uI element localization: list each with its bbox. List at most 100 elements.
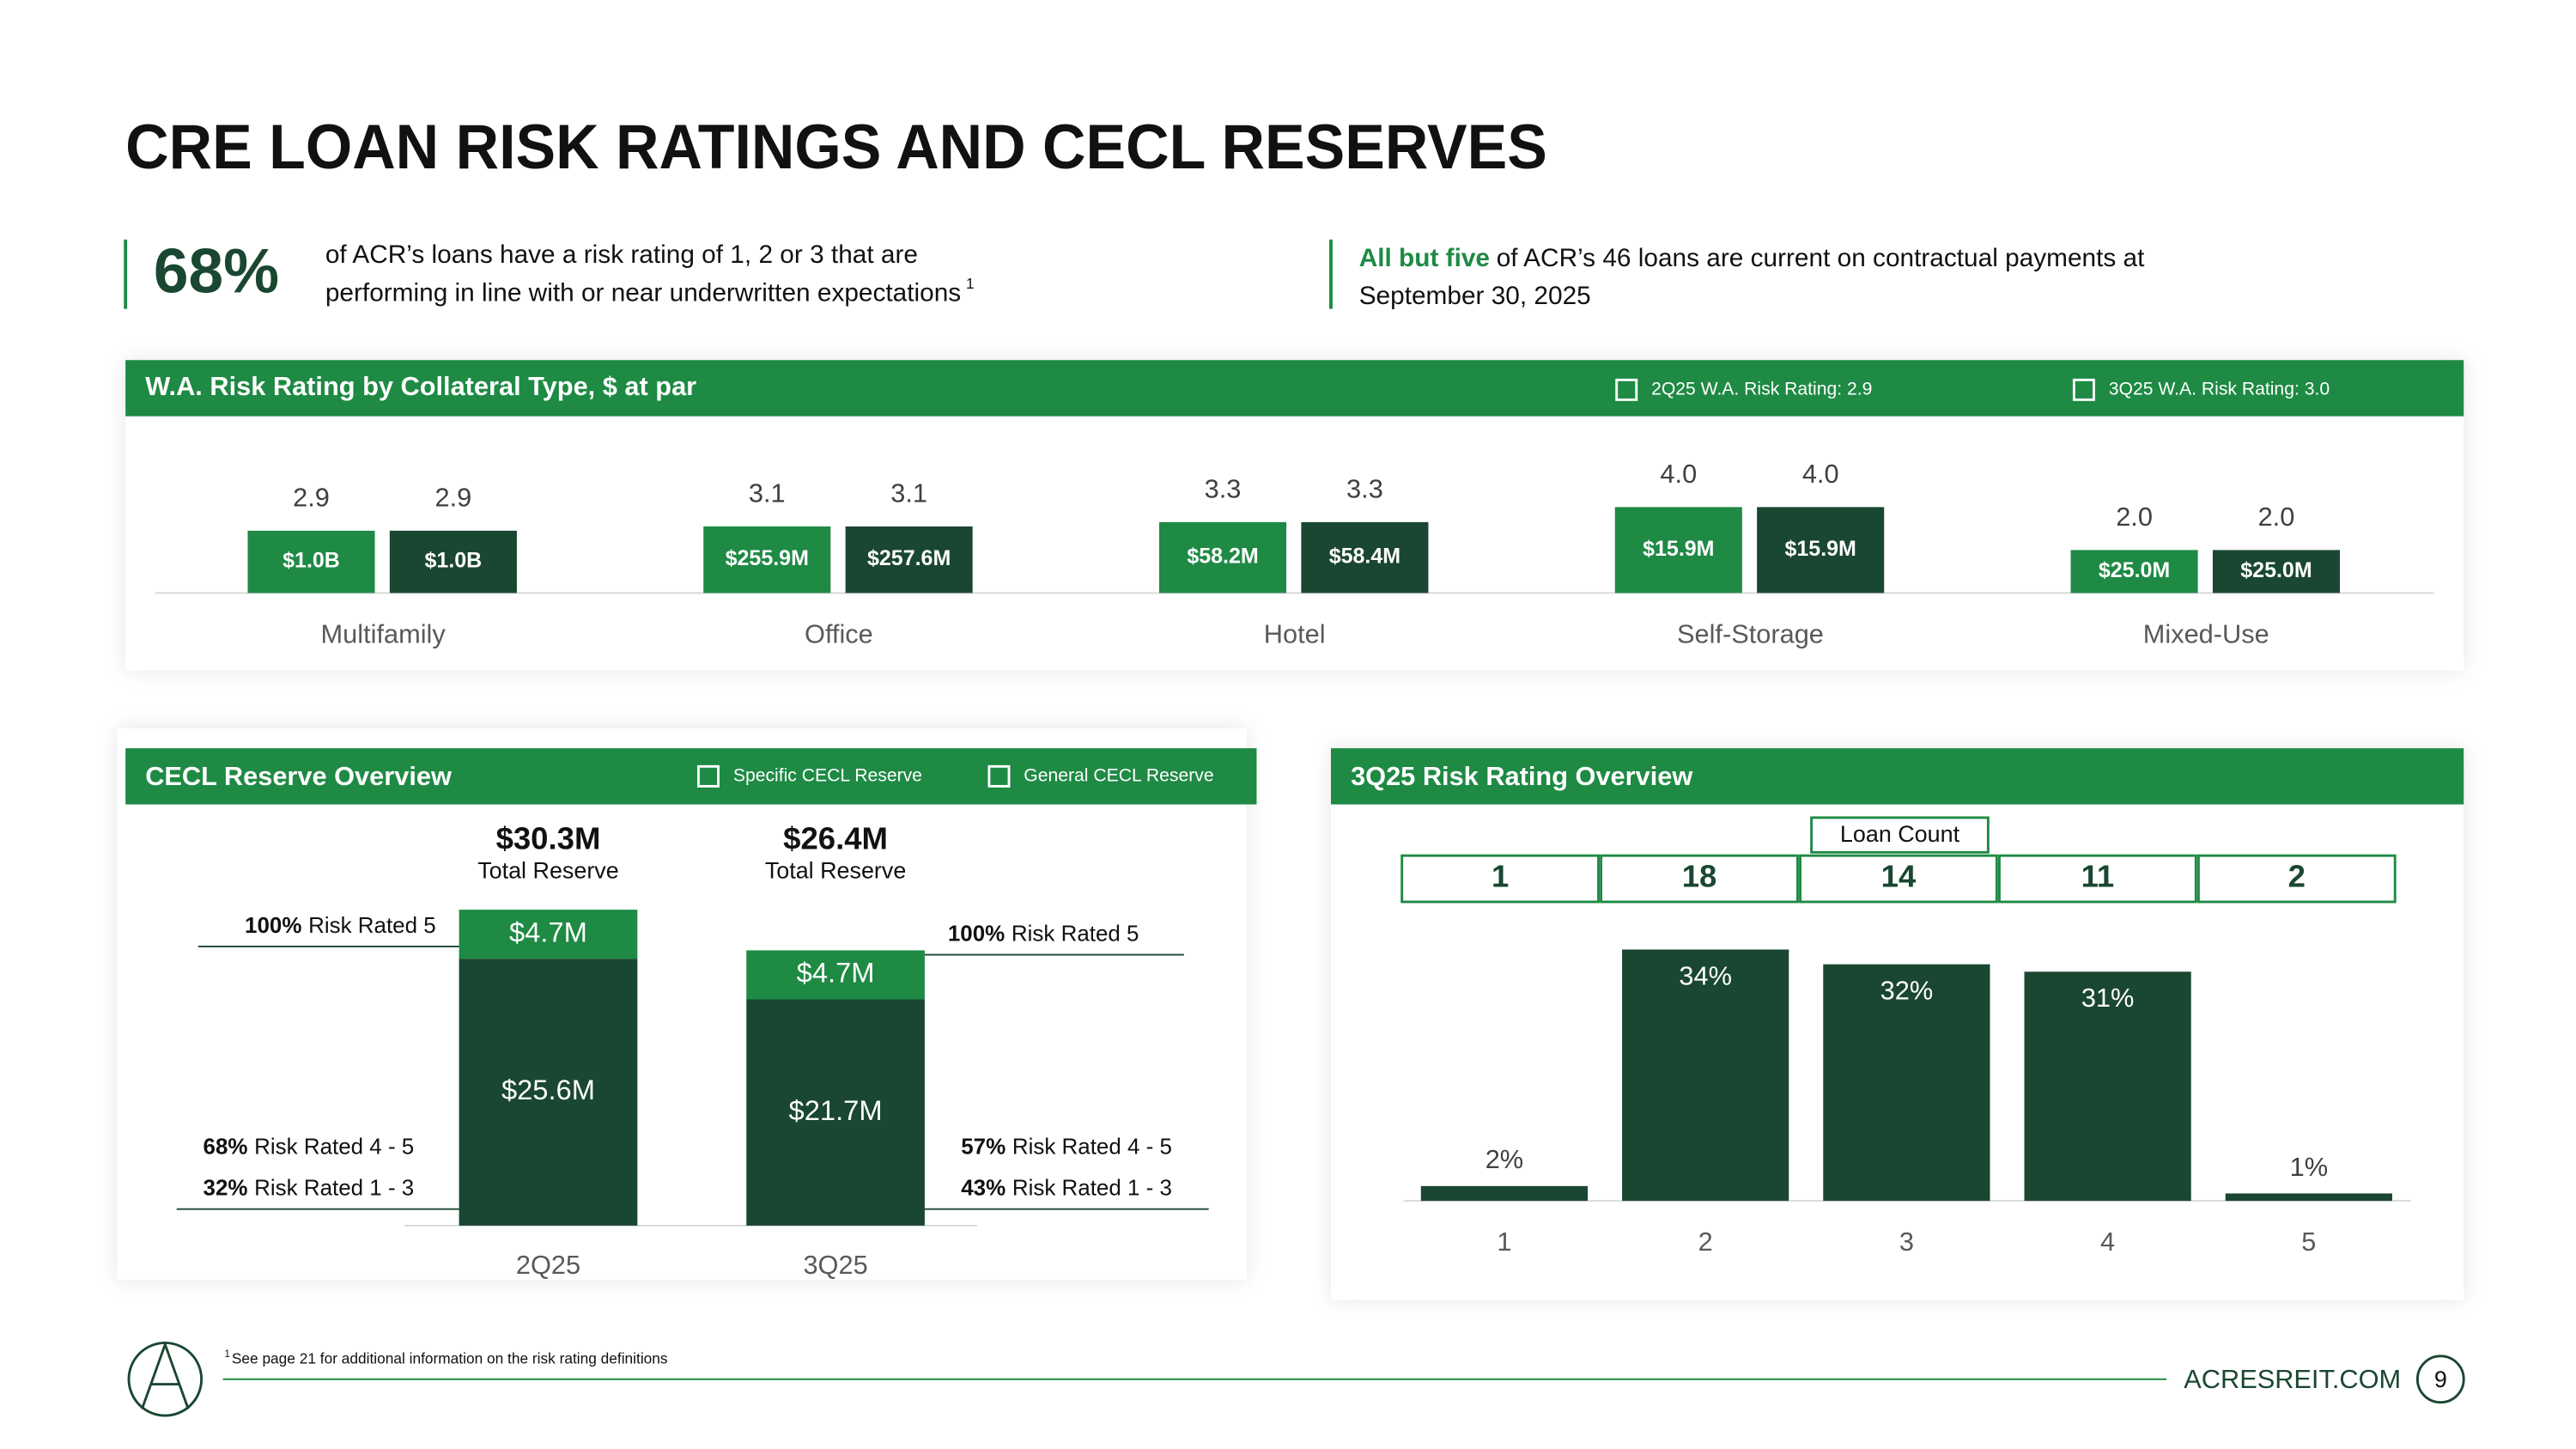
annotation: 100% Risk Rated 5 xyxy=(948,920,1139,946)
category-label: Self-Storage xyxy=(1677,619,1824,649)
par-label: $25.0M xyxy=(2099,558,2170,582)
bar xyxy=(2225,1193,2392,1202)
callout-bold: All but five xyxy=(1359,244,1490,272)
panel-header xyxy=(1331,748,2464,805)
bar xyxy=(1823,964,1990,1202)
callout-line: of ACR’s 46 loans are current on contrac… xyxy=(1497,244,2145,272)
legend-label: 2Q25 W.A. Risk Rating: 2.9 xyxy=(1651,379,1872,399)
bar xyxy=(703,526,831,594)
segment-label: $4.7M xyxy=(797,957,875,989)
footnote-ref: 1 xyxy=(966,274,975,291)
par-label: $257.6M xyxy=(867,546,951,570)
value-label: 2.0 xyxy=(2116,502,2153,532)
bar xyxy=(247,530,375,594)
chart-title: W.A. Risk Rating by Collateral Type, $ a… xyxy=(145,371,696,401)
chart-title: CECL Reserve Overview xyxy=(145,761,452,791)
value-label: 4.0 xyxy=(1802,459,1839,489)
logo xyxy=(127,1341,204,1417)
legend-swatch xyxy=(697,764,720,788)
annotation-text: Risk Rated 1 - 3 xyxy=(1012,1174,1172,1200)
value-label: 2.9 xyxy=(435,482,472,512)
category-label: 2Q25 xyxy=(516,1250,580,1280)
panel-header xyxy=(125,748,1257,805)
par-label: $58.2M xyxy=(1187,545,1258,569)
callout-line: performing in line with or near underwri… xyxy=(325,278,961,307)
loan-count: 1 xyxy=(1492,859,1509,894)
value-label: 3.3 xyxy=(1205,473,1242,503)
annotation: 68% Risk Rated 4 - 5 xyxy=(204,1133,415,1159)
callout-text: performing in line with or near underwri… xyxy=(325,274,975,307)
page-number: 9 xyxy=(2434,1367,2447,1392)
bar xyxy=(2024,971,2191,1202)
annotation-bold: 32% xyxy=(204,1174,248,1200)
total-caption: Total Reserve xyxy=(477,857,619,883)
value-label: 3.1 xyxy=(749,478,786,508)
annotation-text: Risk Rated 5 xyxy=(308,912,436,938)
bar xyxy=(1757,507,1885,594)
bar xyxy=(1301,521,1429,594)
legend-swatch xyxy=(2072,378,2095,401)
category-label: 4 xyxy=(2100,1227,2115,1257)
loan-count-box xyxy=(1810,816,1990,854)
loan-count: 11 xyxy=(2081,859,2115,894)
category-label: Mixed-Use xyxy=(2143,619,2269,649)
total-label: $30.3M xyxy=(496,821,601,856)
category-label: 1 xyxy=(1497,1227,1511,1257)
value-label: 3.1 xyxy=(890,478,927,508)
annotation: 32% Risk Rated 1 - 3 xyxy=(204,1174,415,1200)
annotation-bold: 57% xyxy=(961,1133,1005,1159)
value-label: 2% xyxy=(1485,1144,1523,1174)
category-label: 2 xyxy=(1698,1227,1713,1257)
bar xyxy=(2212,550,2340,594)
value-label: 34% xyxy=(1679,960,1732,990)
callout-line: of ACR’s loans have a risk rating of 1, … xyxy=(325,240,918,269)
callout-text: All but five of ACR’s 46 loans are curren… xyxy=(1359,244,2145,272)
category-label: 3 xyxy=(1899,1227,1914,1257)
annotation-bold: 43% xyxy=(961,1174,1005,1200)
annotation-text: Risk Rated 4 - 5 xyxy=(1012,1133,1172,1159)
par-label: $58.4M xyxy=(1329,545,1400,569)
loan-count: 14 xyxy=(1881,859,1917,894)
annotation-bold: 100% xyxy=(245,912,301,938)
annotation: 43% Risk Rated 1 - 3 xyxy=(961,1174,1172,1200)
par-label: $1.0B xyxy=(283,549,340,573)
chart-title: 3Q25 Risk Rating Overview xyxy=(1351,761,1692,791)
legend-label: 3Q25 W.A. Risk Rating: 3.0 xyxy=(2109,379,2330,399)
par-label: $15.9M xyxy=(1643,537,1714,561)
bar-segment xyxy=(459,959,638,1226)
bar xyxy=(1622,949,1789,1202)
bar-segment xyxy=(746,950,925,1000)
par-label: $15.9M xyxy=(1784,537,1856,561)
category-label: Hotel xyxy=(1264,619,1326,649)
legend-label: Specific CECL Reserve xyxy=(733,765,922,785)
annotation-text: Risk Rated 1 - 3 xyxy=(254,1174,414,1200)
loan-count-cell xyxy=(1799,854,1998,904)
value-label: 4.0 xyxy=(1660,459,1697,489)
bar xyxy=(1159,521,1287,594)
loan-count-cell xyxy=(1998,854,2197,904)
page-badge xyxy=(2415,1355,2465,1404)
bar xyxy=(389,530,517,594)
annotation: 100% Risk Rated 5 xyxy=(245,912,436,938)
footnote-text: See page 21 for additional information o… xyxy=(232,1349,668,1367)
total-label: $26.4M xyxy=(783,821,888,856)
bar xyxy=(1420,1185,1589,1202)
category-label: 5 xyxy=(2301,1227,2316,1257)
footnote: 1 See page 21 for additional information … xyxy=(225,1349,668,1367)
value-label: 31% xyxy=(2081,983,2135,1013)
value-label: 2.9 xyxy=(293,482,330,512)
category-label: 3Q25 xyxy=(803,1250,867,1280)
loan-count: 18 xyxy=(1682,859,1717,894)
loan-count-cell xyxy=(1400,854,1600,904)
par-label: $25.0M xyxy=(2240,558,2312,582)
total-caption: Total Reserve xyxy=(765,857,906,883)
value-label: 2.0 xyxy=(2258,502,2295,532)
loan-count: 2 xyxy=(2288,859,2306,894)
annotation: 57% Risk Rated 4 - 5 xyxy=(961,1133,1172,1159)
bar xyxy=(1614,507,1742,594)
page-title: CRE LOAN RISK RATINGS AND CECL RESERVES xyxy=(125,113,1547,182)
site: ACRESREIT.COM xyxy=(2184,1364,2401,1394)
legend-swatch xyxy=(987,764,1011,788)
segment-label: $21.7M xyxy=(789,1094,883,1126)
